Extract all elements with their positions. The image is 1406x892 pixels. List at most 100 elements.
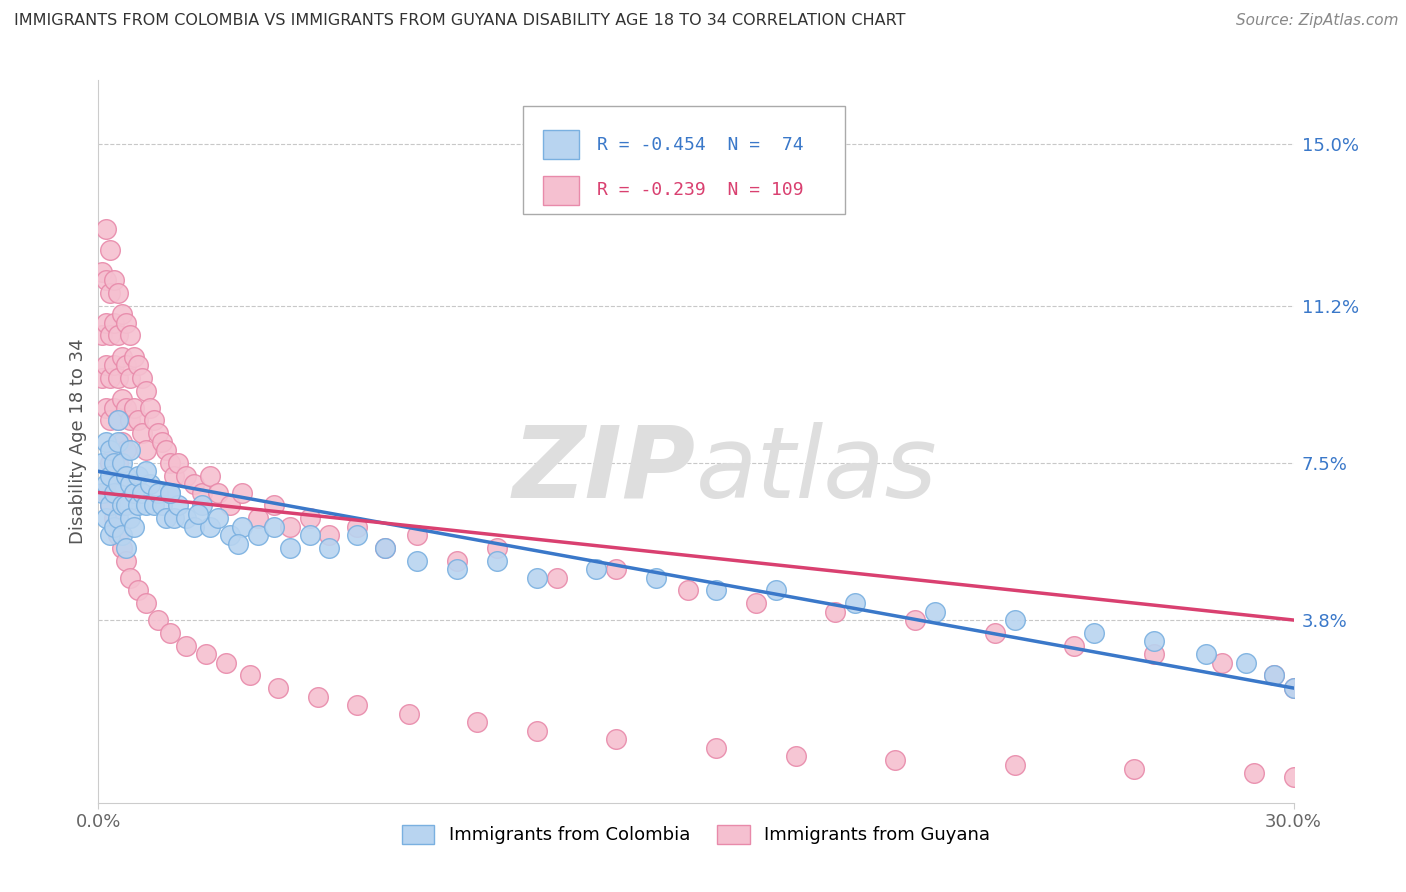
Point — [155, 511, 177, 525]
Point — [107, 371, 129, 385]
Point — [198, 468, 221, 483]
Point — [318, 541, 340, 555]
Point — [605, 562, 627, 576]
Point — [605, 732, 627, 747]
Point — [103, 273, 125, 287]
Point — [107, 434, 129, 449]
Point — [115, 541, 138, 555]
FancyBboxPatch shape — [543, 176, 579, 204]
Point — [167, 498, 190, 512]
Point — [111, 456, 134, 470]
Point — [1263, 668, 1285, 682]
Text: Source: ZipAtlas.com: Source: ZipAtlas.com — [1236, 13, 1399, 29]
Point — [120, 570, 142, 584]
Point — [150, 434, 173, 449]
Point — [785, 749, 807, 764]
Point — [131, 371, 153, 385]
Text: ZIP: ZIP — [513, 422, 696, 519]
Text: R = -0.239  N = 109: R = -0.239 N = 109 — [596, 181, 803, 199]
Point — [148, 425, 170, 440]
Point — [745, 596, 768, 610]
Point — [159, 625, 181, 640]
Point — [127, 358, 149, 372]
Point — [298, 511, 321, 525]
Point — [183, 477, 205, 491]
Point — [904, 613, 927, 627]
Point — [131, 425, 153, 440]
Point — [1083, 625, 1105, 640]
Point — [174, 511, 197, 525]
Point — [645, 570, 668, 584]
Point — [526, 723, 548, 738]
Point — [446, 562, 468, 576]
Point — [135, 596, 157, 610]
Text: IMMIGRANTS FROM COLOMBIA VS IMMIGRANTS FROM GUYANA DISABILITY AGE 18 TO 34 CORRE: IMMIGRANTS FROM COLOMBIA VS IMMIGRANTS F… — [14, 13, 905, 29]
Point — [107, 285, 129, 300]
Point — [704, 583, 727, 598]
Point — [884, 753, 907, 767]
Point — [267, 681, 290, 695]
Point — [163, 468, 186, 483]
Point — [1243, 766, 1265, 780]
Point — [231, 485, 253, 500]
Point — [1004, 757, 1026, 772]
Point — [155, 443, 177, 458]
Point — [1063, 639, 1085, 653]
Point — [1263, 668, 1285, 682]
Point — [398, 706, 420, 721]
Point — [111, 528, 134, 542]
Point — [485, 541, 508, 555]
Point — [278, 541, 301, 555]
Point — [124, 401, 146, 415]
Point — [127, 468, 149, 483]
Point — [174, 468, 197, 483]
Point — [219, 498, 242, 512]
Point — [163, 511, 186, 525]
Point — [103, 443, 125, 458]
Point — [1282, 770, 1305, 784]
Point — [191, 485, 214, 500]
Point — [107, 477, 129, 491]
FancyBboxPatch shape — [523, 105, 845, 214]
Point — [96, 485, 118, 500]
Point — [120, 371, 142, 385]
Point — [135, 384, 157, 398]
Point — [307, 690, 329, 704]
Point — [485, 553, 508, 567]
Point — [924, 605, 946, 619]
Point — [124, 519, 146, 533]
Point — [103, 401, 125, 415]
Point — [406, 553, 429, 567]
Point — [124, 485, 146, 500]
Point — [96, 222, 118, 236]
Point — [120, 511, 142, 525]
Point — [120, 443, 142, 458]
Point — [127, 498, 149, 512]
Point — [1004, 613, 1026, 627]
Point — [135, 464, 157, 478]
Point — [374, 541, 396, 555]
Point — [226, 536, 249, 550]
Point — [131, 485, 153, 500]
Point — [346, 519, 368, 533]
Point — [1143, 634, 1166, 648]
Point — [96, 434, 118, 449]
Point — [139, 477, 162, 491]
Point — [148, 613, 170, 627]
Point — [111, 434, 134, 449]
Point — [115, 358, 138, 372]
Point — [115, 553, 138, 567]
Point — [98, 498, 122, 512]
Point — [107, 528, 129, 542]
Point — [198, 519, 221, 533]
Point — [107, 328, 129, 343]
Text: R = -0.454  N =  74: R = -0.454 N = 74 — [596, 136, 803, 153]
Point — [135, 498, 157, 512]
Point — [446, 553, 468, 567]
FancyBboxPatch shape — [543, 130, 579, 159]
Y-axis label: Disability Age 18 to 34: Disability Age 18 to 34 — [69, 339, 87, 544]
Legend: Immigrants from Colombia, Immigrants from Guyana: Immigrants from Colombia, Immigrants fro… — [395, 818, 997, 852]
Point — [111, 350, 134, 364]
Point — [1211, 656, 1233, 670]
Point — [120, 413, 142, 427]
